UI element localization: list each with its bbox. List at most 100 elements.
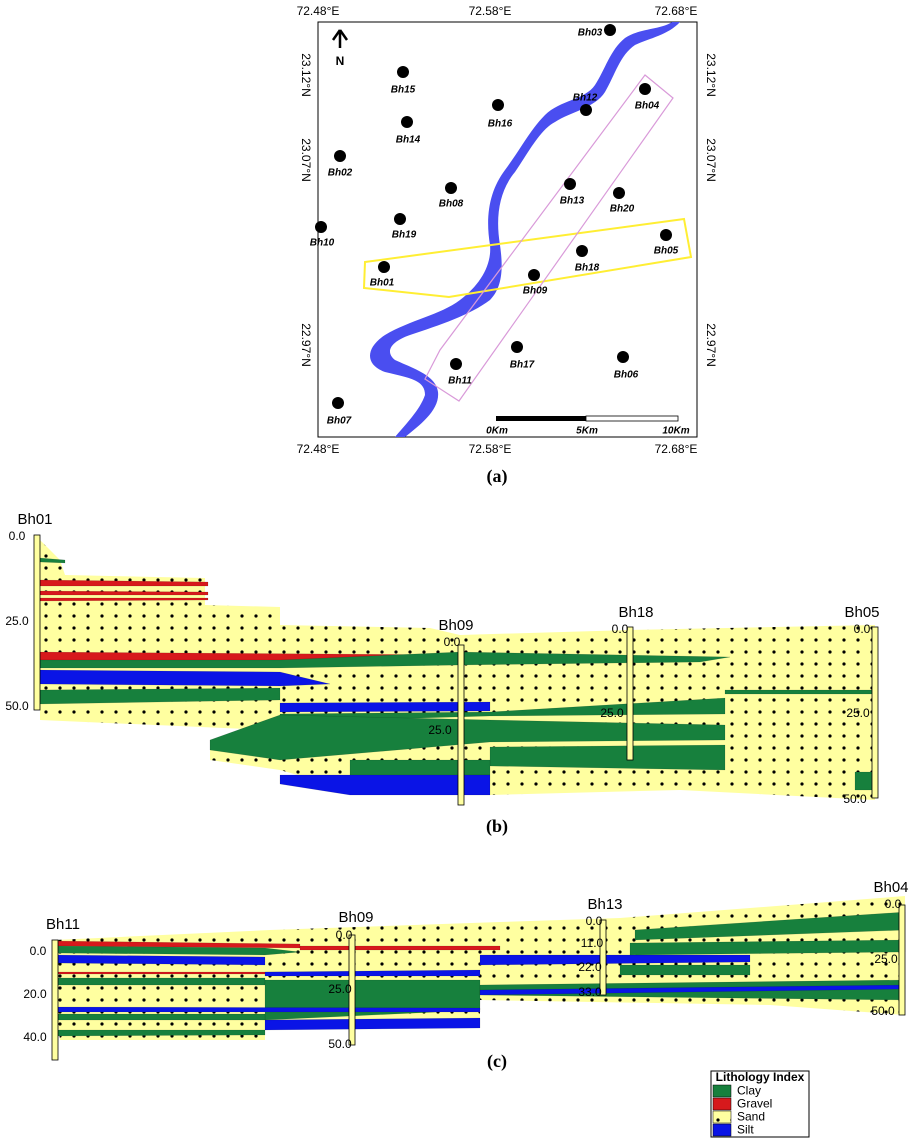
borehole-column: [458, 645, 464, 805]
borehole: [378, 261, 390, 273]
layer: [620, 965, 750, 975]
y-label: 23.12°N: [299, 53, 313, 97]
borehole-label: Bh09: [438, 617, 473, 634]
depth-label: 25.0: [428, 723, 452, 737]
borehole: [315, 221, 327, 233]
borehole-column: [627, 627, 633, 760]
layer: [55, 972, 300, 974]
figure: Lithology IndexClayGravelSandSilt 72.48°…: [0, 0, 915, 1139]
layer: [55, 1014, 265, 1020]
y-label: 22.97°N: [299, 323, 313, 367]
borehole-label: Bh10: [310, 238, 335, 249]
legend-label: Gravel: [737, 1097, 772, 1111]
north-label: N: [336, 54, 345, 68]
borehole-column: [872, 627, 878, 798]
depth-label: 50.0: [843, 792, 867, 806]
borehole-column: [52, 940, 58, 1060]
scale-bar: [496, 416, 586, 421]
borehole: [617, 351, 629, 363]
depth-label: 0.0: [854, 622, 871, 636]
depth-label: 25.0: [846, 706, 870, 720]
borehole-label: Bh01: [370, 278, 395, 289]
legend-swatch: [713, 1124, 731, 1136]
layer: [300, 946, 500, 950]
x-label: 72.58°E: [469, 442, 512, 456]
borehole: [580, 104, 592, 116]
depth-label: 0.0: [30, 944, 47, 958]
borehole: [445, 182, 457, 194]
y-label: 23.07°N: [704, 138, 718, 182]
borehole: [576, 245, 588, 257]
depth-label: 0.0: [885, 897, 902, 911]
borehole: [511, 341, 523, 353]
depth-label: 0.0: [444, 635, 461, 649]
depth-label: 25.0: [874, 952, 898, 966]
legend-swatch: [713, 1085, 731, 1097]
depth-label: 50.0: [5, 699, 29, 713]
borehole-label: Bh17: [510, 360, 535, 371]
borehole-label: Bh05: [654, 246, 679, 257]
layer: [55, 1030, 265, 1036]
borehole-label: Bh18: [618, 604, 653, 621]
borehole-label: Bh19: [392, 230, 417, 241]
borehole: [613, 187, 625, 199]
borehole-label: Bh08: [439, 199, 464, 210]
borehole-label: Bh02: [328, 168, 353, 179]
layer: [55, 955, 265, 965]
borehole-label: Bh04: [873, 879, 908, 896]
layer: [350, 760, 490, 776]
depth-label: 0.0: [9, 529, 26, 543]
x-label: 72.68°E: [655, 442, 698, 456]
borehole: [332, 397, 344, 409]
borehole: [639, 83, 651, 95]
borehole: [450, 358, 462, 370]
borehole: [528, 269, 540, 281]
scale-bar: [586, 416, 678, 421]
layer: [490, 745, 725, 770]
borehole-label: Bh14: [396, 135, 421, 146]
x-label: 72.58°E: [469, 4, 512, 18]
x-label: 72.48°E: [297, 4, 340, 18]
borehole-label: Bh13: [587, 896, 622, 913]
scale-label: 0Km: [486, 426, 508, 437]
borehole-label: Bh01: [17, 511, 52, 528]
legend-title: Lithology Index: [716, 1070, 805, 1084]
x-label: 72.68°E: [655, 4, 698, 18]
borehole: [397, 66, 409, 78]
borehole-label: Bh18: [575, 263, 600, 274]
borehole-column: [899, 905, 905, 1015]
y-label: 23.12°N: [704, 53, 718, 97]
borehole-label: Bh11: [448, 376, 472, 387]
borehole-label: Bh04: [635, 101, 660, 112]
layer: [725, 690, 875, 694]
depth-label: 22.0: [578, 960, 602, 974]
borehole-label: Bh20: [610, 204, 635, 215]
borehole: [660, 229, 672, 241]
borehole: [492, 99, 504, 111]
depth-label: 25.0: [328, 982, 352, 996]
borehole-column: [600, 920, 606, 995]
layer: [55, 1007, 480, 1012]
scale-label: 10Km: [662, 426, 689, 437]
borehole: [604, 24, 616, 36]
depth-label: 0.0: [336, 928, 353, 942]
y-label: 22.97°N: [704, 323, 718, 367]
borehole-label: Bh11: [46, 916, 80, 933]
depth-label: 20.0: [23, 987, 47, 1001]
layer: [265, 1018, 480, 1030]
legend-swatch: [713, 1111, 731, 1123]
borehole: [334, 150, 346, 162]
borehole-label: Bh06: [614, 370, 639, 381]
borehole-label: Bh09: [523, 286, 548, 297]
scale-label: 5Km: [576, 426, 598, 437]
legend-label: Silt: [737, 1123, 754, 1137]
depth-label: 40.0: [23, 1030, 47, 1044]
legend-label: Sand: [737, 1110, 765, 1124]
borehole-label: Bh07: [327, 416, 352, 427]
borehole: [564, 178, 576, 190]
borehole: [394, 213, 406, 225]
borehole-label: Bh03: [578, 28, 603, 39]
borehole-label: Bh13: [560, 196, 585, 207]
borehole-label: Bh15: [391, 85, 416, 96]
legend-swatch: [713, 1098, 731, 1110]
